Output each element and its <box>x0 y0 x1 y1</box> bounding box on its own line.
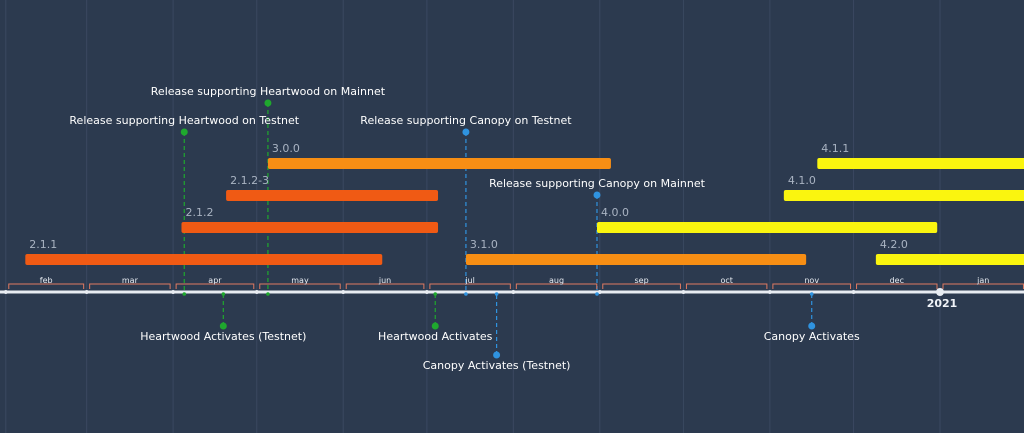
event-markers: Release supporting Heartwood on Mainnet R… <box>69 85 860 372</box>
event-dot <box>593 191 601 199</box>
event-axis-dot <box>494 292 499 296</box>
event-label: Canopy Activates (Testnet) <box>423 359 571 372</box>
month-bracket <box>89 283 171 289</box>
month-label: feb <box>40 276 53 285</box>
year-marker-dot <box>936 288 944 296</box>
event-dot <box>264 99 272 107</box>
month-tick <box>597 290 602 294</box>
month-bracket <box>429 283 511 289</box>
month-bracket <box>8 283 85 289</box>
month-tick <box>424 290 429 294</box>
event-dot <box>180 128 188 136</box>
month-bracket <box>772 283 852 289</box>
month-label: oct <box>720 276 732 285</box>
release-bar <box>267 158 611 169</box>
release-bar <box>465 254 807 265</box>
release-version-label: 4.0.0 <box>601 206 629 219</box>
grid-lines <box>5 0 941 433</box>
month-tick <box>3 290 8 294</box>
event-label: Release supporting Canopy on Testnet <box>360 114 572 127</box>
release-version-label: 4.1.1 <box>821 142 849 155</box>
month-bracket <box>345 283 425 289</box>
event-axis-dot <box>266 292 270 296</box>
event-axis-dot <box>221 292 226 296</box>
month-bracket <box>685 283 768 289</box>
release-version-label: 2.1.2 <box>185 206 213 219</box>
month-label: nov <box>804 276 819 285</box>
year-label: 2021 <box>927 297 958 310</box>
release-bar <box>596 222 938 233</box>
month-label: mar <box>122 276 139 285</box>
time-axis: feb mar apr may jun jul aug sep oct nov dec jan 2021 <box>0 276 1024 310</box>
release-bars: 2.1.1 2.1.2 2.1.2-3 3.0.0 3.1.0 4.0.0 4.1.0 4.1… <box>25 142 1024 265</box>
month-label: jun <box>378 276 391 285</box>
month-tick <box>681 290 686 294</box>
event-dot <box>493 351 501 359</box>
month-label: dec <box>890 276 904 285</box>
release-bar <box>783 190 1024 201</box>
event-axis-dot <box>595 292 599 296</box>
month-label: sep <box>635 276 649 285</box>
month-bracket <box>942 283 1024 289</box>
release-version-label: 4.1.0 <box>788 174 816 187</box>
month-tick <box>767 290 772 294</box>
month-bracket <box>602 283 681 289</box>
event-label: Release supporting Heartwood on Mainnet <box>151 85 386 98</box>
event-label: Canopy Activates <box>764 330 860 343</box>
month-label: may <box>291 276 309 285</box>
release-bar <box>25 254 383 265</box>
month-tick <box>851 290 856 294</box>
release-version-label: 3.1.0 <box>470 238 498 251</box>
event-dot <box>219 322 227 330</box>
event-label: Release supporting Canopy on Mainnet <box>489 177 706 190</box>
release-version-label: 2.1.2-3 <box>230 174 269 187</box>
event-label: Heartwood Activates (Testnet) <box>140 330 306 343</box>
release-bar <box>181 222 439 233</box>
month-bracket <box>856 283 938 289</box>
event-axis-dot <box>433 292 438 296</box>
event-axis-dot <box>464 292 468 296</box>
month-label: apr <box>208 276 222 285</box>
month-tick <box>254 290 259 294</box>
month-label: aug <box>549 276 564 285</box>
release-version-label: 2.1.1 <box>29 238 57 251</box>
month-tick <box>171 290 176 294</box>
release-bar <box>226 190 439 201</box>
release-version-label: 3.0.0 <box>272 142 300 155</box>
month-tick <box>511 290 516 294</box>
release-bar <box>875 254 1024 265</box>
event-axis-dot <box>182 292 187 296</box>
month-bracket <box>515 283 598 289</box>
event-dot <box>808 322 816 330</box>
month-bracket <box>259 283 341 289</box>
month-tick <box>341 290 346 294</box>
release-bar <box>817 158 1024 169</box>
month-tick <box>84 290 89 294</box>
event-dot <box>431 322 439 330</box>
event-label: Release supporting Heartwood on Testnet <box>69 114 299 127</box>
event-dot <box>462 128 470 136</box>
release-version-label: 4.2.0 <box>880 238 908 251</box>
month-bracket <box>175 283 255 289</box>
month-label: jan <box>976 276 989 285</box>
month-label: jul <box>464 276 475 285</box>
event-label: Heartwood Activates <box>378 330 493 343</box>
event-axis-dot <box>809 292 814 296</box>
